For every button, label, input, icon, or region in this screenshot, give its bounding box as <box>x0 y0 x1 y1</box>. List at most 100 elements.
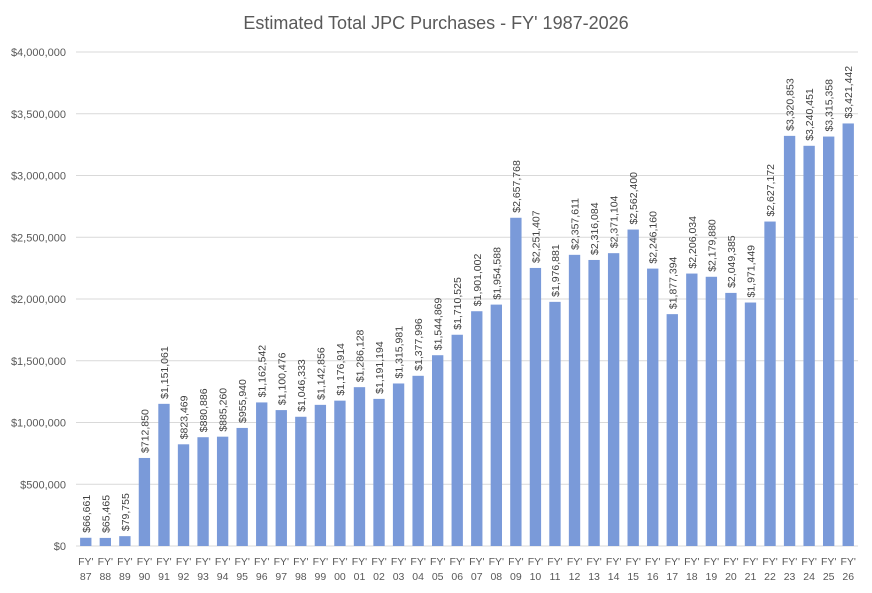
y-tick-label: $1,500,000 <box>11 356 66 368</box>
bar <box>549 301 561 546</box>
bar <box>412 375 424 546</box>
bar <box>588 259 600 546</box>
data-label: $1,377,996 <box>413 318 425 371</box>
data-label: $1,901,002 <box>472 254 484 307</box>
bar <box>295 416 307 546</box>
bar <box>666 314 678 546</box>
bar <box>607 253 620 547</box>
x-tick-label-prefix: FY' <box>684 556 699 568</box>
bar <box>783 135 796 547</box>
x-tick-label-prefix: FY' <box>352 556 367 568</box>
x-tick-label-prefix: FY' <box>665 556 680 568</box>
x-tick-label: 01 <box>354 571 366 583</box>
x-tick-label-prefix: FY' <box>528 556 543 568</box>
data-label: $1,176,914 <box>335 343 347 396</box>
bar <box>725 292 737 546</box>
x-tick-label: 11 <box>550 571 561 583</box>
bar <box>138 457 151 546</box>
data-label: $1,315,981 <box>394 326 406 379</box>
bar <box>373 398 385 546</box>
bar <box>236 427 248 546</box>
x-tick-label-prefix: FY' <box>410 556 425 568</box>
y-tick-label: $500,000 <box>20 479 66 491</box>
bar <box>392 383 405 546</box>
x-tick-label: 15 <box>627 571 639 583</box>
data-label: $1,162,542 <box>257 345 269 398</box>
data-label: $3,315,358 <box>824 79 836 132</box>
bar <box>334 400 346 546</box>
data-label: $823,469 <box>179 395 191 439</box>
x-tick-label-prefix: FY' <box>508 556 523 568</box>
x-tick-label: 13 <box>588 571 600 583</box>
bar <box>823 136 835 546</box>
x-tick-label-prefix: FY' <box>234 556 249 568</box>
x-tick-label: 94 <box>217 571 229 583</box>
bar <box>197 437 209 546</box>
bar <box>451 334 463 546</box>
data-label: $2,179,880 <box>706 219 718 272</box>
data-label: $1,286,128 <box>354 329 366 382</box>
x-tick-label: 02 <box>373 571 385 583</box>
bar <box>177 444 190 546</box>
data-label: $2,049,385 <box>726 235 738 288</box>
bar <box>99 537 111 546</box>
x-tick-label: 14 <box>608 571 620 583</box>
y-tick-label: $0 <box>54 541 66 553</box>
x-tick-label-prefix: FY' <box>137 556 152 568</box>
data-label: $880,886 <box>198 388 210 432</box>
x-tick-label: 06 <box>451 571 463 583</box>
x-tick-label-prefix: FY' <box>801 556 816 568</box>
x-tick-label: 21 <box>745 571 757 583</box>
data-label: $1,100,476 <box>276 352 288 405</box>
bar <box>158 403 170 546</box>
bar <box>764 221 776 546</box>
x-tick-label-prefix: FY' <box>625 556 640 568</box>
x-tick-label: 90 <box>139 571 151 583</box>
data-label: $885,260 <box>218 388 230 432</box>
bar <box>568 254 581 547</box>
chart-title: Estimated Total JPC Purchases - FY' 1987… <box>243 13 628 33</box>
x-tick-label-prefix: FY' <box>195 556 210 568</box>
x-tick-label-prefix: FY' <box>489 556 504 568</box>
x-tick-label-prefix: FY' <box>78 556 93 568</box>
bars <box>80 123 854 547</box>
gridlines <box>76 51 858 547</box>
data-label: $1,877,394 <box>667 256 679 309</box>
data-label: $1,976,881 <box>550 244 562 297</box>
bar <box>490 304 502 546</box>
data-label: $3,320,853 <box>785 78 797 131</box>
x-tick-label-prefix: FY' <box>215 556 230 568</box>
bar <box>842 123 854 547</box>
x-tick-label-prefix: FY' <box>293 556 308 568</box>
x-tick-label: 88 <box>99 571 111 583</box>
bar <box>803 145 815 546</box>
x-tick-label-prefix: FY' <box>606 556 621 568</box>
x-tick-label: 23 <box>784 571 796 583</box>
x-tick-label-prefix: FY' <box>254 556 269 568</box>
x-tick-label: 96 <box>256 571 268 583</box>
bar <box>510 217 522 546</box>
x-tick-label: 03 <box>393 571 405 583</box>
bar <box>647 268 659 546</box>
y-tick-label: $2,000,000 <box>11 294 66 306</box>
data-label: $712,850 <box>139 409 151 453</box>
x-tick-label: 98 <box>295 571 307 583</box>
x-tick-label-prefix: FY' <box>332 556 347 568</box>
data-label: $2,562,400 <box>628 172 640 225</box>
x-tick-label-prefix: FY' <box>450 556 465 568</box>
data-label: $2,357,611 <box>570 198 582 250</box>
y-tick-label: $3,500,000 <box>11 109 66 121</box>
data-label: $65,465 <box>100 495 112 533</box>
x-tick-label-prefix: FY' <box>98 556 113 568</box>
x-tick-label: 04 <box>412 571 424 583</box>
data-label: $2,246,160 <box>648 211 660 264</box>
x-tick-label: 07 <box>471 571 483 583</box>
data-label: $1,046,333 <box>296 359 308 412</box>
bar <box>744 302 757 546</box>
x-tick-label: 10 <box>530 571 542 583</box>
x-tick-label-prefix: FY' <box>430 556 445 568</box>
x-axis: FY' 87 FY' 88 FY' 89 FY' 90 FY' 91 FY' 92 FY' 93 FY' 94… <box>78 556 856 583</box>
data-label: $3,240,451 <box>804 88 816 141</box>
bar <box>627 229 639 547</box>
